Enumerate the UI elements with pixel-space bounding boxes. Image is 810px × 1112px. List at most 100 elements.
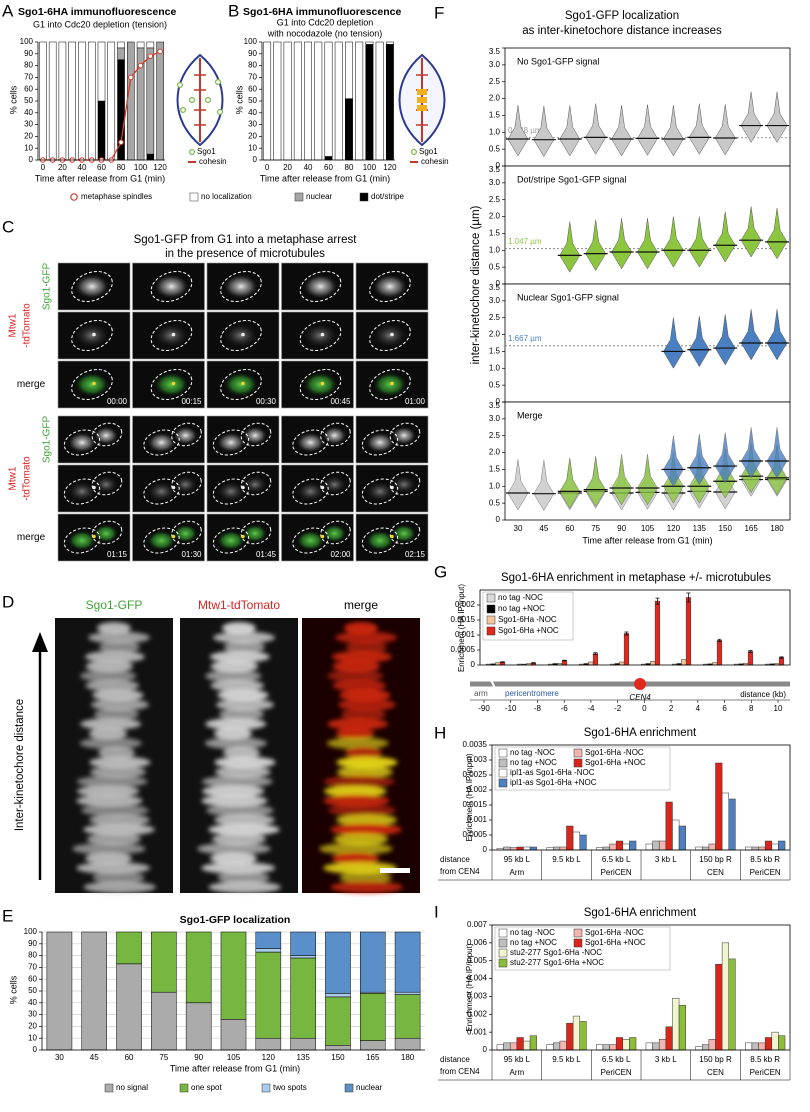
region-label: CEN [707,1068,724,1077]
bar-segment [324,41,333,157]
kymograph-band [323,775,395,788]
y-tick-label: 0 [29,155,34,164]
kymograph-band [81,804,149,817]
panel-letter: F [434,3,444,22]
legend-label: Sgo1-6Ha -NOC [585,928,644,937]
kymograph-band [92,871,145,884]
legend-label: no tag +NOC [510,758,557,767]
bar-segment [185,931,212,1004]
violin [637,104,658,156]
cell-outline [71,320,113,351]
kymograph-band [89,756,151,769]
bar-segment [81,931,108,1051]
x-tick-label: 165 [366,1053,380,1062]
cell-outline [369,320,411,351]
kinetochore-spot [171,485,176,490]
micrograph [355,464,429,513]
bar [758,1042,766,1051]
legend-swatch [486,593,496,603]
x-tick-label: 0 [41,163,46,172]
bar-segment [117,47,125,60]
cell-signal [173,426,198,445]
bar-segment [385,41,394,45]
kymograph-band [85,679,140,692]
legend-swatch [498,928,508,938]
kymograph-band [76,862,151,874]
y-tick-label: 100 [24,927,38,936]
bar [721,942,729,1051]
violin [663,317,684,369]
x-tick-label: 60 [125,1053,134,1062]
region-label: CEN [707,868,724,877]
bar-segment [78,41,86,161]
bar-segment [394,931,421,993]
kymograph-band [344,622,378,634]
violin [689,315,710,368]
legend-label: ipl1-as Sgo1-6Ha -NOC [510,768,595,777]
y-tick-label: 3.0 [489,60,501,69]
y-tick-label: 3.5 [489,283,501,292]
cell-outline [150,320,193,351]
x-tick-label: 150 [719,524,733,533]
kymograph-band [333,833,389,846]
bar [708,843,716,851]
kymograph-band [209,650,270,663]
kymograph-band [76,794,143,807]
x-tick-label: 100 [363,163,377,172]
bar [645,843,653,851]
cell-outline [63,478,101,505]
kymograph-band [214,756,276,769]
region-label: PeriCEN [601,1068,632,1077]
bar-segment [394,1037,421,1051]
bar-segment [146,153,155,161]
legend-swatch [498,958,508,968]
y-tick-label: 70 [24,73,33,82]
legend-label: metaphase spindles [81,192,152,201]
y-tick-label: 0.0015 [463,800,488,809]
x-tick-label: 120 [383,163,397,172]
row-label: Mtw1 [8,466,19,490]
bar-segment [290,931,316,956]
panel-letter: E [2,906,13,925]
kymograph-band [345,641,388,654]
bar [654,600,661,666]
violin [663,105,684,157]
micrograph [281,262,354,311]
kymograph-band [332,679,387,692]
y-tick-label: 2.5 [489,313,501,322]
y-tick-label: 0 [483,1045,488,1054]
kinetochore-spot [320,332,325,337]
y-tick-label: 80 [28,951,37,960]
cell-signal [94,426,118,445]
cell-outline [299,369,342,400]
x-tick-label: 180 [401,1053,415,1062]
cell-signal [75,372,109,397]
bar [615,1037,624,1051]
legend-swatch [573,928,583,938]
column-label: Mtw1-tdTomato [198,598,280,612]
micrograph: 00:45 [281,360,354,409]
chart-subtitle: with nocodazole (no tension) [267,28,383,38]
micrograph [281,464,354,513]
line-point [147,53,154,59]
kymograph-band [85,660,134,673]
violin [689,103,710,155]
y-tick-label: 2.5 [489,431,501,440]
reference-label: 0.838 µm [508,126,542,135]
bar [685,597,692,666]
micrograph-frame [206,262,280,311]
y-tick-label: 30 [24,120,33,129]
y-tick-label: 1.0 [489,127,501,136]
kymograph-band [201,794,268,807]
y-tick-label: 50 [28,986,37,995]
column-label: merge [344,598,378,612]
y-tick-label: 1.5 [489,347,501,356]
kymograph-band [326,737,389,750]
bar-segment [255,931,282,949]
bar [764,1037,773,1051]
region-label: PeriCEN [750,868,781,877]
kymograph [72,622,156,894]
y-tick-label: 0.5 [489,498,501,507]
bar [681,659,687,666]
bar-segment [345,41,353,99]
